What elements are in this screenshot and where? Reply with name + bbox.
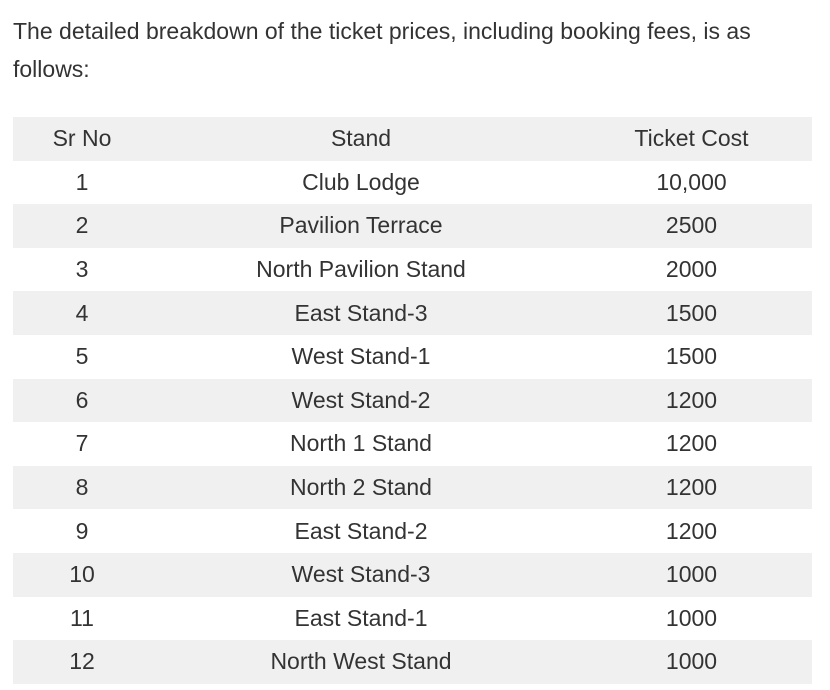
cell-sr-no: 6	[13, 378, 151, 423]
cell-stand: East Stand-2	[294, 517, 428, 544]
cell-stand: North Pavilion Stand	[256, 256, 466, 283]
header-ticket-cost: Ticket Cost	[571, 117, 812, 161]
cell-ticket-cost: 1200	[571, 378, 812, 423]
intro-paragraph: The detailed breakdown of the ticket pri…	[13, 18, 751, 82]
table-header: Sr No Stand Ticket Cost	[13, 117, 812, 161]
cell-sr-no: 8	[13, 465, 151, 510]
cell-ticket-cost: 1000	[665, 604, 718, 631]
cell-ticket-cost: 1000	[571, 552, 812, 597]
cell-sr-no: 7	[75, 430, 89, 457]
cell-ticket-cost: 1500	[665, 343, 718, 370]
table-row: 3 North Pavilion Stand 2000	[13, 248, 812, 292]
cell-stand: Club Lodge	[302, 168, 420, 195]
table-row: 11 East Stand-1 1000	[13, 597, 812, 641]
header-stand: Stand	[151, 117, 571, 161]
table-row: 9 East Stand-2 1200	[13, 509, 812, 553]
cell-sr-no: 5	[75, 343, 89, 370]
cell-ticket-cost: 1200	[571, 465, 812, 510]
table-body: 1 Club Lodge 10,000 2 Pavilion Terrace 2…	[13, 161, 812, 684]
table-row: 10 West Stand-3 1000	[13, 552, 812, 597]
table-row: 1 Club Lodge 10,000	[13, 161, 812, 205]
cell-stand: West Stand-3	[151, 552, 571, 597]
table-row: 2 Pavilion Terrace 2500	[13, 204, 812, 248]
cell-sr-no: 10	[13, 552, 151, 597]
table-row: 5 West Stand-1 1500	[13, 335, 812, 379]
cell-ticket-cost: 1500	[571, 291, 812, 335]
cell-ticket-cost: 1200	[665, 517, 718, 544]
cell-stand: North 2 Stand	[151, 465, 571, 510]
cell-stand: West Stand-2	[151, 378, 571, 423]
cell-sr-no: 9	[75, 517, 89, 544]
cell-sr-no: 12	[13, 640, 151, 684]
ticket-price-table: Sr No Stand Ticket Cost 1 Club Lodge 10,…	[13, 117, 812, 684]
cell-stand: North West Stand	[151, 640, 571, 684]
cell-ticket-cost: 2500	[571, 204, 812, 248]
table-row: 8 North 2 Stand 1200	[13, 465, 812, 510]
cell-stand: East Stand-1	[294, 604, 428, 631]
cell-sr-no: 1	[75, 168, 89, 195]
cell-stand: North 1 Stand	[290, 430, 432, 457]
cell-stand: West Stand-1	[291, 343, 431, 370]
cell-ticket-cost: 1200	[665, 430, 718, 457]
table-row: 4 East Stand-3 1500	[13, 291, 812, 335]
cell-sr-no: 3	[75, 256, 89, 283]
cell-ticket-cost: 2000	[665, 256, 718, 283]
cell-ticket-cost: 10,000	[656, 168, 727, 195]
header-row: Sr No Stand Ticket Cost	[13, 117, 812, 161]
table-row: 7 North 1 Stand 1200	[13, 422, 812, 466]
cell-sr-no: 4	[13, 291, 151, 335]
header-sr-no: Sr No	[13, 117, 151, 161]
table-row: 12 North West Stand 1000	[13, 640, 812, 684]
cell-sr-no: 11	[70, 604, 94, 631]
cell-stand: East Stand-3	[151, 291, 571, 335]
cell-sr-no: 2	[13, 204, 151, 248]
cell-ticket-cost: 1000	[571, 640, 812, 684]
table-row: 6 West Stand-2 1200	[13, 378, 812, 423]
cell-stand: Pavilion Terrace	[151, 204, 571, 248]
